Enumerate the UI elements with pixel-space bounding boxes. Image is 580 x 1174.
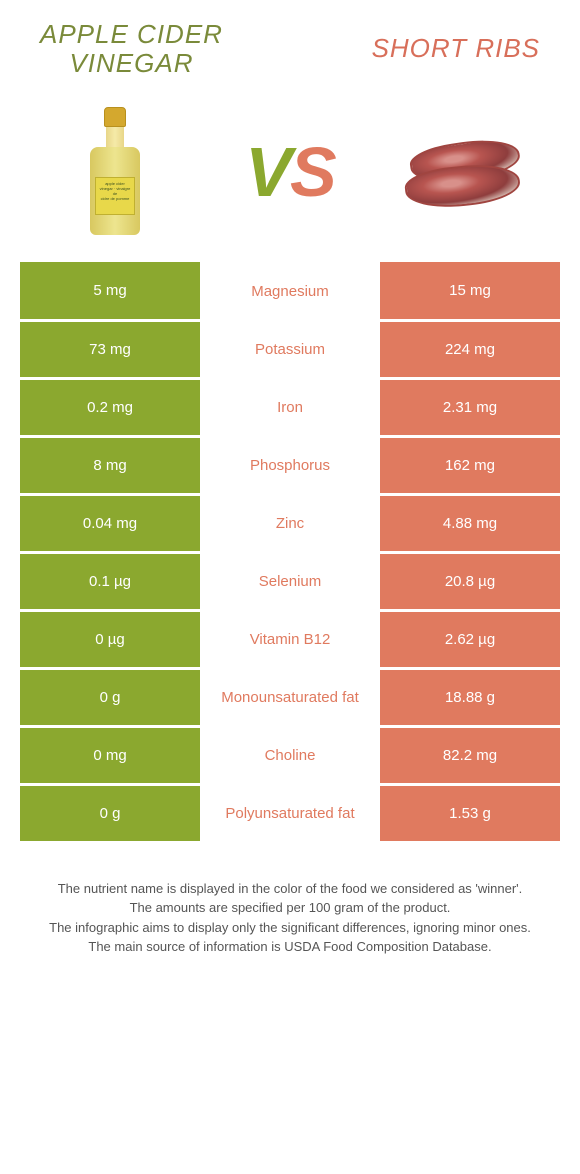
footer-line-1: The nutrient name is displayed in the co… [40,879,540,899]
nutrient-row: 0.2 mgIron2.31 mg [20,378,560,436]
nutrient-row: 0.1 µgSelenium20.8 µg [20,552,560,610]
left-food-image: apple cidervinegar · vinaigre decidre de… [50,97,180,247]
nutrient-name-cell: Selenium [200,552,380,610]
left-value-cell: 0.2 mg [20,378,200,436]
left-value-cell: 0.1 µg [20,552,200,610]
right-value-cell: 162 mg [380,436,560,494]
right-value-cell: 15 mg [380,262,560,320]
short-ribs-icon [400,132,530,212]
right-value-cell: 18.88 g [380,668,560,726]
right-value-cell: 1.53 g [380,784,560,842]
left-title-line1: APPLE CIDER [40,19,223,49]
right-value-cell: 4.88 mg [380,494,560,552]
images-row: apple cidervinegar · vinaigre decidre de… [0,87,580,262]
vs-label: VS [245,132,334,212]
nutrient-name-cell: Phosphorus [200,436,380,494]
vs-s-letter: S [290,133,335,211]
nutrient-row: 8 mgPhosphorus162 mg [20,436,560,494]
right-food-title: SHORT RIBS [372,33,540,64]
nutrient-name-cell: Potassium [200,320,380,378]
footer-line-3: The infographic aims to display only the… [40,918,540,938]
header: APPLE CIDER VINEGAR SHORT RIBS [0,0,580,87]
nutrient-row: 73 mgPotassium224 mg [20,320,560,378]
left-title-line2: VINEGAR [69,48,193,78]
left-value-cell: 0 µg [20,610,200,668]
nutrient-name-cell: Polyunsaturated fat [200,784,380,842]
right-value-cell: 224 mg [380,320,560,378]
left-value-cell: 8 mg [20,436,200,494]
nutrient-name-cell: Vitamin B12 [200,610,380,668]
footer-notes: The nutrient name is displayed in the co… [0,844,580,957]
left-value-cell: 0 g [20,784,200,842]
nutrient-row: 5 mgMagnesium15 mg [20,262,560,320]
nutrient-name-cell: Magnesium [200,262,380,320]
left-value-cell: 5 mg [20,262,200,320]
nutrient-row: 0.04 mgZinc4.88 mg [20,494,560,552]
nutrient-row: 0 gMonounsaturated fat18.88 g [20,668,560,726]
right-value-cell: 82.2 mg [380,726,560,784]
vs-v-letter: V [245,133,290,211]
nutrient-row: 0 gPolyunsaturated fat1.53 g [20,784,560,842]
nutrient-row: 0 mgCholine82.2 mg [20,726,560,784]
left-value-cell: 0 mg [20,726,200,784]
footer-line-2: The amounts are specified per 100 gram o… [40,898,540,918]
nutrient-table: 5 mgMagnesium15 mg73 mgPotassium224 mg0.… [20,262,560,844]
left-value-cell: 0 g [20,668,200,726]
nutrient-row: 0 µgVitamin B122.62 µg [20,610,560,668]
bottle-label: apple cidervinegar · vinaigre decidre de… [95,177,135,215]
nutrient-name-cell: Monounsaturated fat [200,668,380,726]
nutrient-name-cell: Zinc [200,494,380,552]
nutrient-name-cell: Choline [200,726,380,784]
right-value-cell: 20.8 µg [380,552,560,610]
nutrient-name-cell: Iron [200,378,380,436]
vinegar-bottle-icon: apple cidervinegar · vinaigre decidre de… [90,107,140,237]
left-value-cell: 73 mg [20,320,200,378]
left-food-title: APPLE CIDER VINEGAR [40,20,223,77]
right-food-image [400,97,530,247]
left-value-cell: 0.04 mg [20,494,200,552]
right-value-cell: 2.31 mg [380,378,560,436]
right-value-cell: 2.62 µg [380,610,560,668]
footer-line-4: The main source of information is USDA F… [40,937,540,957]
